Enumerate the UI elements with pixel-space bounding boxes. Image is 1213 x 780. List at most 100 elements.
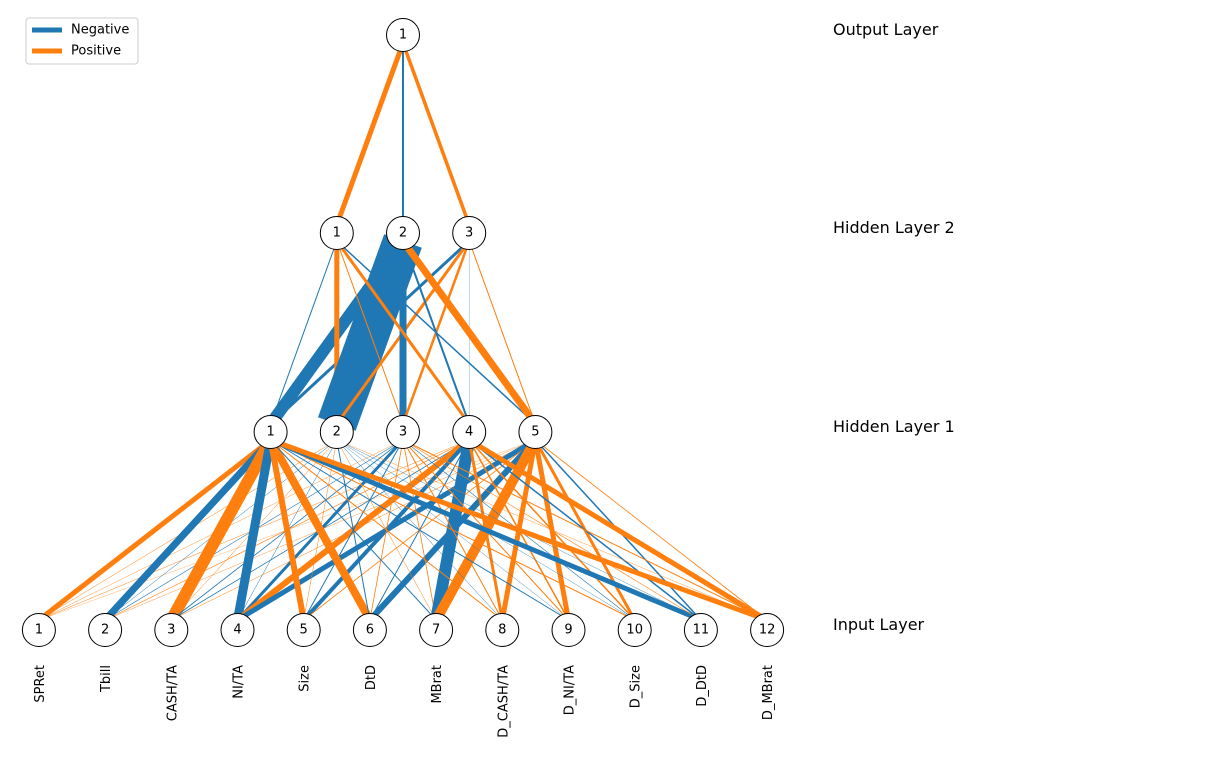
input-node-8: 8 xyxy=(485,613,520,647)
hidden1-node-circle xyxy=(319,415,354,449)
legend-negative-label: Negative xyxy=(71,23,129,38)
input-hidden1-edge-12-2 xyxy=(336,439,768,621)
output-node-1: 1 xyxy=(386,18,420,52)
input-layer-label: Input Layer xyxy=(833,615,925,634)
input-node-circle xyxy=(352,613,387,647)
hidden1-hidden2-edge-5-1 xyxy=(336,240,536,425)
input-node-label: 1 xyxy=(35,623,43,638)
input-hidden1-edge-2-1 xyxy=(102,437,274,623)
feature-label-6: DtD xyxy=(364,665,379,690)
hidden2-node-label: 2 xyxy=(399,226,407,241)
feature-label-8: D_CASH/TA xyxy=(496,665,511,738)
hidden2-node-circle xyxy=(319,216,354,250)
input-hidden1-edge-8-1 xyxy=(270,439,503,621)
input-node-circle xyxy=(21,613,56,647)
input-node-label: 8 xyxy=(498,623,506,638)
hidden1-hidden2-edge-1-1 xyxy=(270,240,338,425)
legend: Negative Positive xyxy=(25,17,139,65)
hidden2-node-circle xyxy=(386,216,420,250)
input-hidden1-edge-6-1 xyxy=(267,438,374,622)
feature-label-10: D_Size xyxy=(629,665,644,708)
hidden1-node-1: 1 xyxy=(253,415,288,449)
input-hidden1-edge-12-1 xyxy=(269,437,768,623)
feature-label-1: SPRet xyxy=(33,665,48,703)
hidden1-hidden2-edge-3-1 xyxy=(336,240,404,425)
input-hidden1-edge-1-1 xyxy=(37,438,273,622)
input-node-circle xyxy=(750,613,785,647)
input-hidden1-edge-12-3 xyxy=(402,439,768,621)
legend-positive-label: Positive xyxy=(71,44,121,59)
input-node-label: 7 xyxy=(432,623,440,638)
hidden1-node-circle xyxy=(253,415,288,449)
feature-label-5: Size xyxy=(298,665,313,692)
input-node-10: 10 xyxy=(617,613,652,647)
hidden2-output-edge-1-1 xyxy=(334,42,406,226)
hidden1-hidden2-edge-5-2 xyxy=(400,238,539,427)
hidden-layer-2-label: Hidden Layer 2 xyxy=(833,218,955,237)
connection-edges xyxy=(37,42,769,623)
input-node-circle xyxy=(485,613,520,647)
hidden1-hidden2-edge-4-1 xyxy=(335,240,471,425)
hidden2-node-label: 3 xyxy=(465,226,473,241)
input-node-label: 12 xyxy=(759,623,776,638)
input-node-circle xyxy=(286,613,321,647)
hidden2-output-edge-3-1 xyxy=(401,42,471,226)
hidden1-node-circle xyxy=(518,415,553,449)
feature-label-4: NI/TA xyxy=(232,665,247,699)
input-node-circle xyxy=(154,613,189,647)
input-node-circle xyxy=(551,613,586,647)
feature-label-2: Tbill xyxy=(99,665,114,693)
input-node-label: 4 xyxy=(233,623,241,638)
hidden1-node-4: 4 xyxy=(452,415,487,449)
output-layer-label: Output Layer xyxy=(833,20,939,39)
hidden-layer-1-label: Hidden Layer 1 xyxy=(833,417,955,436)
input-node-5: 5 xyxy=(286,613,321,647)
hidden1-node-label: 2 xyxy=(333,425,341,440)
hidden1-node-circle xyxy=(386,415,420,449)
input-hidden1-edge-10-1 xyxy=(270,439,635,621)
input-node-label: 6 xyxy=(366,623,374,638)
input-node-label: 2 xyxy=(101,623,109,638)
input-node-1: 1 xyxy=(21,613,56,647)
input-node-circle xyxy=(617,613,652,647)
input-node-circle xyxy=(220,613,255,647)
hidden1-hidden2-edge-5-3 xyxy=(468,240,536,425)
hidden1-node-label: 5 xyxy=(531,425,539,440)
hidden2-node-2: 2 xyxy=(386,216,420,250)
hidden1-node-label: 3 xyxy=(399,425,407,440)
hidden2-node-3: 3 xyxy=(452,216,487,250)
input-node-4: 4 xyxy=(220,613,255,647)
feature-label-9: D_NI/TA xyxy=(563,665,578,715)
input-hidden1-edge-4-1 xyxy=(233,439,276,621)
feature-label-11: D_DtD xyxy=(695,665,710,707)
input-node-7: 7 xyxy=(419,613,454,647)
output-node-label: 1 xyxy=(399,28,407,43)
input-node-circle xyxy=(88,613,123,647)
input-node-6: 6 xyxy=(352,613,387,647)
feature-label-3: CASH/TA xyxy=(165,665,180,721)
input-node-2: 2 xyxy=(88,613,123,647)
feature-labels: SPRet Tbill CASH/TA NI/TA Size DtD MBrat D_CASH… xyxy=(33,665,776,738)
input-node-circle xyxy=(419,613,454,647)
hidden1-node-5: 5 xyxy=(518,415,553,449)
input-node-9: 9 xyxy=(551,613,586,647)
input-node-label: 10 xyxy=(626,623,643,638)
input-node-12: 12 xyxy=(750,613,785,647)
hidden2-node-label: 1 xyxy=(333,226,341,241)
input-node-label: 3 xyxy=(167,623,175,638)
hidden1-node-2: 2 xyxy=(319,415,354,449)
input-hidden1-edge-3-1 xyxy=(166,437,276,623)
input-hidden1-edge-11-1 xyxy=(269,437,702,623)
hidden1-node-3: 3 xyxy=(386,415,420,449)
input-node-11: 11 xyxy=(683,613,718,647)
input-hidden1-edge-7-1 xyxy=(270,439,437,621)
hidden1-node-circle xyxy=(452,415,487,449)
input-hidden1-edge-5-1 xyxy=(267,439,307,621)
hidden2-node-1: 1 xyxy=(319,216,354,250)
input-node-label: 5 xyxy=(300,623,308,638)
input-node-3: 3 xyxy=(154,613,189,647)
feature-label-7: MBrat xyxy=(430,665,445,704)
input-node-label: 11 xyxy=(693,623,710,638)
input-hidden1-edge-12-5 xyxy=(535,439,768,621)
